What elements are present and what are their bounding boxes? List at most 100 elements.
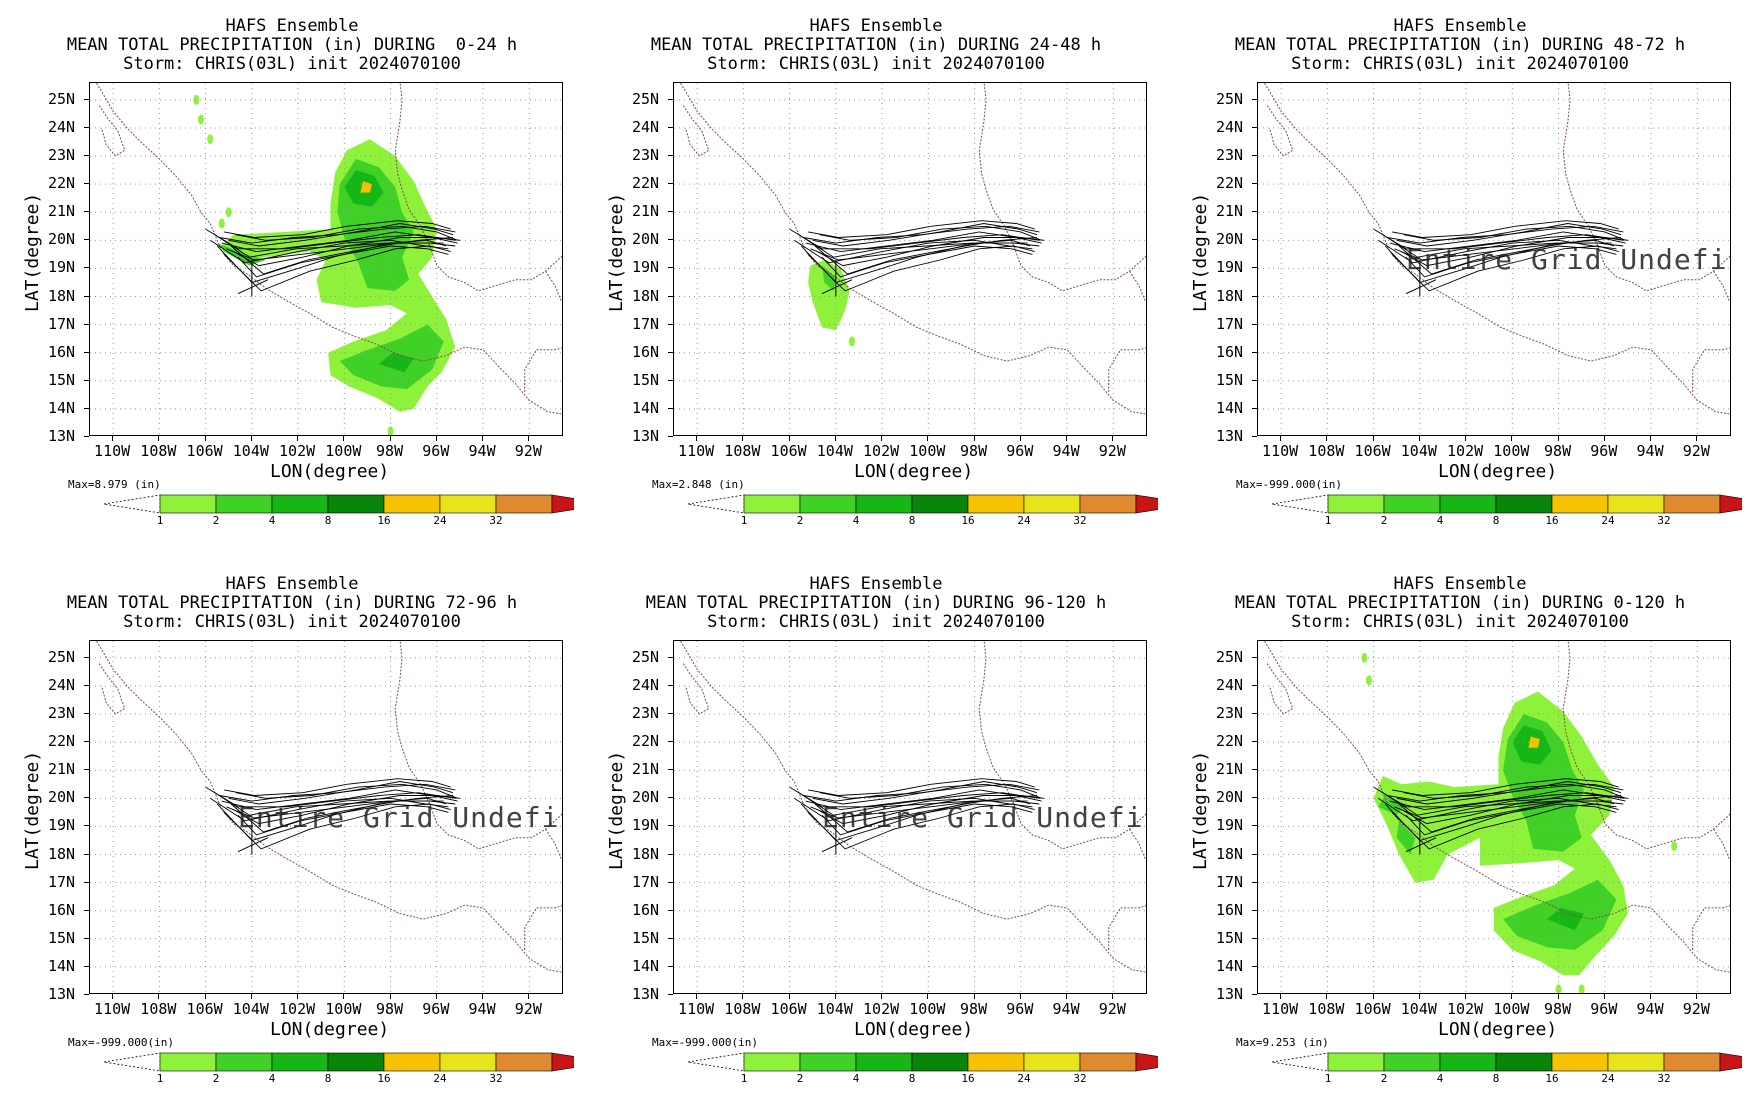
lat-tick (668, 769, 673, 771)
lat-tick-label: 23N (1216, 704, 1244, 723)
lat-tick (668, 656, 673, 658)
map-panel-6: HAFS Ensemble MEAN TOTAL PRECIPITATION (i… (1168, 558, 1752, 1116)
colorbar-level-label: 2 (212, 1072, 220, 1085)
lon-tick (389, 436, 391, 441)
ensemble-track (224, 778, 451, 796)
lat-tick (84, 797, 89, 799)
lon-tick (1280, 994, 1282, 999)
lon-tick (1465, 436, 1467, 441)
colorbar-level-label: 24 (433, 514, 447, 527)
lon-tick (927, 994, 929, 999)
lat-tick (1252, 98, 1257, 100)
colorbar-segment (1079, 494, 1137, 514)
map-panel-1: HAFS Ensemble MEAN TOTAL PRECIPITATION (i… (0, 0, 584, 558)
lat-tick-label: 21N (1216, 760, 1244, 779)
lat-tick (84, 994, 89, 995)
precip-contour (1528, 736, 1541, 748)
coastline (95, 83, 562, 415)
ensemble-track (808, 778, 1035, 796)
lat-tick-label: 23N (632, 146, 660, 165)
ensemble-track (810, 239, 1031, 261)
lon-tick-label: 98W (960, 442, 988, 460)
precip-contour (1547, 907, 1584, 931)
lat-tick-label: 24N (48, 117, 76, 136)
lon-tick (788, 436, 790, 441)
lat-tick-label: 21N (632, 760, 660, 779)
colorbar-level-label: 4 (852, 1072, 860, 1085)
lat-tick-label: 14N (632, 398, 660, 417)
lon-tick-label: 96W (1590, 1000, 1618, 1018)
colorbar-level-label: 24 (433, 1072, 447, 1085)
ensemble-track (214, 234, 444, 258)
colorbar (104, 494, 574, 514)
lat-tick (668, 98, 673, 100)
ensemble-track (1394, 239, 1615, 261)
precip-spot (1365, 675, 1372, 686)
colorbar-segment (1327, 494, 1385, 514)
precip-contour (379, 352, 414, 373)
lat-tick-label: 19N (632, 816, 660, 835)
lat-tick (1252, 351, 1257, 353)
lat-tick (668, 295, 673, 297)
lon-tick-label: 104W (232, 1000, 269, 1018)
lat-tick (84, 937, 89, 939)
ensemble-track (1405, 803, 1617, 836)
colorbar-segment (911, 494, 969, 514)
colorbar-segment (439, 1052, 497, 1072)
colorbar-level-label: 1 (1324, 1072, 1332, 1085)
colorbar-level-label: 16 (961, 514, 975, 527)
lon-tick (250, 436, 252, 441)
ensemble-track (810, 797, 1031, 819)
x-axis-title: LON(degree) (854, 1019, 974, 1040)
lon-tick-label: 110W (94, 1000, 131, 1018)
panel-title-model: HAFS Ensemble (225, 574, 359, 594)
lat-tick-label: 15N (632, 928, 660, 947)
lon-tick-label: 98W (1544, 1000, 1572, 1018)
lat-tick (668, 684, 673, 686)
lat-tick (1252, 769, 1257, 771)
colorbar-low-end (1272, 1052, 1329, 1072)
lon-tick-label: 92W (1098, 442, 1126, 460)
colorbar-level-label: 32 (1657, 514, 1671, 527)
lat-tick (668, 379, 673, 381)
colorbar-segment (215, 494, 273, 514)
lon-tick (788, 994, 790, 999)
ensemble-track (1405, 245, 1617, 278)
lon-tick-label: 94W (1636, 442, 1664, 460)
lon-tick (297, 436, 299, 441)
ensemble-track (1396, 781, 1622, 805)
lon-tick-label: 110W (94, 442, 131, 460)
colorbar-segment (1079, 1052, 1137, 1072)
lat-tick (84, 239, 89, 241)
lon-tick-label: 100W (909, 1000, 946, 1018)
coastline (679, 83, 1146, 415)
lon-tick-label: 100W (909, 442, 946, 460)
colorbar-segment (743, 494, 801, 514)
lon-tick-label: 106W (770, 442, 807, 460)
lat-tick-label: 24N (632, 675, 660, 694)
lat-tick (84, 155, 89, 157)
lat-tick-label: 15N (1216, 928, 1244, 947)
colorbar-high-end (1719, 494, 1742, 514)
lon-tick (1066, 994, 1068, 999)
lat-tick (1252, 183, 1257, 185)
lat-tick-label: 20N (632, 230, 660, 249)
lon-tick (1019, 994, 1021, 999)
lat-tick (84, 713, 89, 715)
colorbar-segment (911, 1052, 969, 1072)
panel-title-model: HAFS Ensemble (1393, 574, 1527, 594)
precip-contour (808, 260, 850, 331)
lat-tick-label: 23N (48, 146, 76, 165)
colorbar-segment (855, 494, 913, 514)
map-area: Entire Grid Undefined (1257, 82, 1731, 436)
max-value-label: Max=2.848 (in) (652, 478, 745, 491)
ensemble-track (205, 228, 456, 250)
ensemble-track (821, 245, 1033, 278)
lat-tick-label: 16N (48, 342, 76, 361)
track-marker (237, 837, 269, 853)
lat-tick-label: 22N (48, 174, 76, 193)
lon-tick-label: 96W (422, 1000, 450, 1018)
ensemble-track (812, 781, 1038, 805)
ensemble-track (821, 803, 1033, 836)
lat-tick (668, 937, 673, 939)
